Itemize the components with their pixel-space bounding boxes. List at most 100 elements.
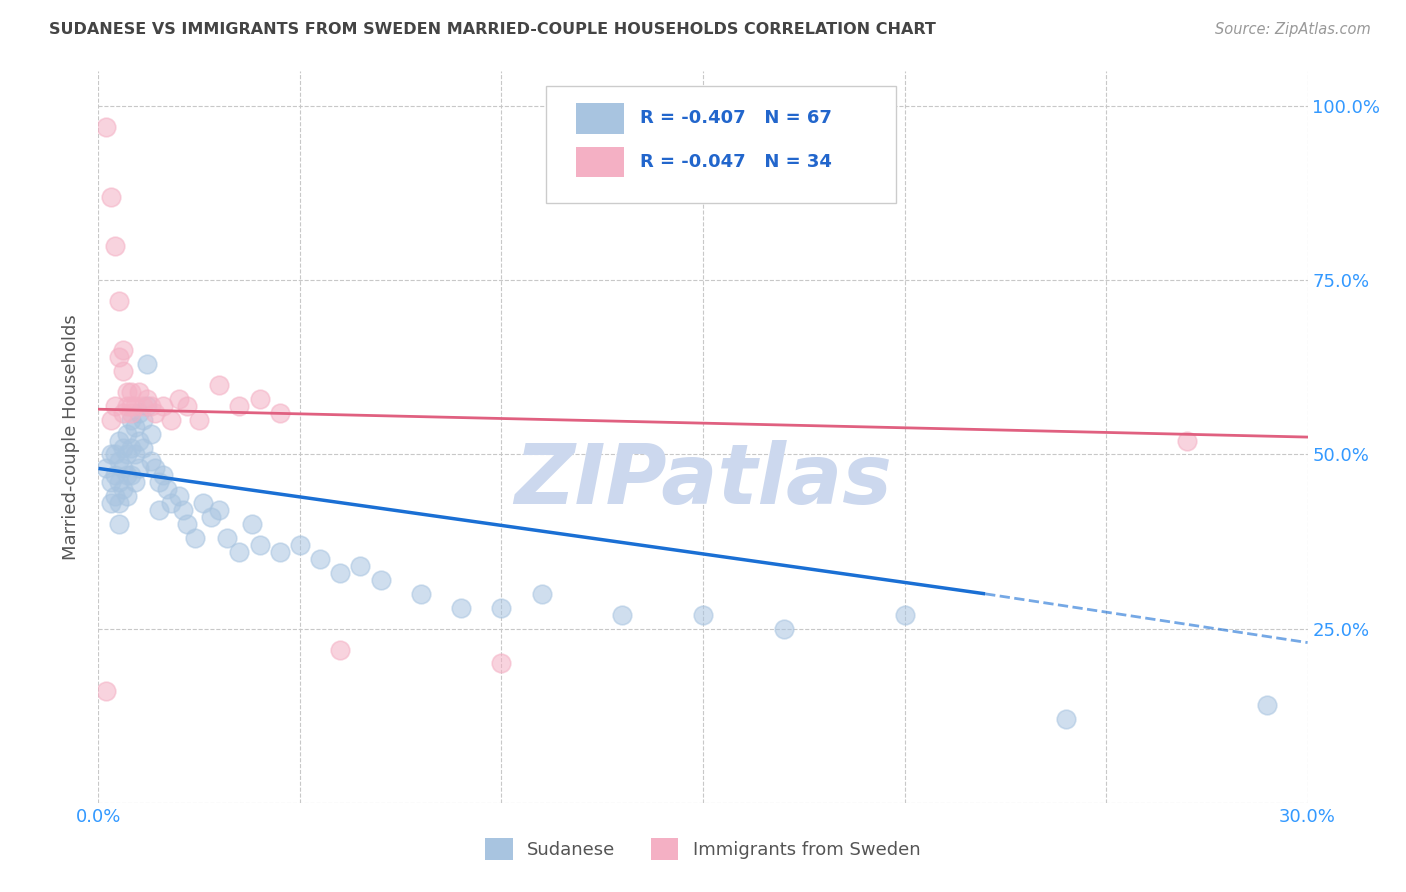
Legend: Sudanese, Immigrants from Sweden: Sudanese, Immigrants from Sweden	[478, 830, 928, 867]
Text: Source: ZipAtlas.com: Source: ZipAtlas.com	[1215, 22, 1371, 37]
Point	[228, 399, 250, 413]
Point	[139, 399, 162, 413]
Point	[120, 441, 142, 455]
Point	[128, 461, 150, 475]
Point	[217, 531, 239, 545]
Point	[184, 531, 207, 545]
Point	[111, 483, 134, 497]
Point	[269, 406, 291, 420]
Point	[103, 489, 125, 503]
Point	[115, 426, 138, 441]
Point	[143, 461, 166, 475]
Y-axis label: Married-couple Households: Married-couple Households	[62, 314, 80, 560]
Point	[409, 587, 432, 601]
Point	[100, 448, 122, 462]
Point	[139, 454, 162, 468]
Point	[111, 343, 134, 357]
Point	[132, 441, 155, 455]
Point	[107, 350, 129, 364]
Point	[329, 642, 352, 657]
Point	[200, 510, 222, 524]
Point	[309, 552, 332, 566]
Text: R = -0.047   N = 34: R = -0.047 N = 34	[640, 153, 832, 171]
Point	[208, 377, 231, 392]
Point	[103, 399, 125, 413]
Point	[249, 538, 271, 552]
Point	[152, 399, 174, 413]
Point	[128, 384, 150, 399]
Point	[188, 412, 211, 426]
Point	[176, 517, 198, 532]
Point	[135, 399, 157, 413]
Point	[240, 517, 263, 532]
Point	[132, 412, 155, 426]
Point	[491, 657, 513, 671]
Point	[120, 412, 142, 426]
Point	[148, 475, 170, 490]
Point	[96, 684, 118, 698]
Point	[288, 538, 311, 552]
Point	[893, 607, 915, 622]
Point	[491, 600, 513, 615]
Point	[115, 399, 138, 413]
Point	[132, 399, 155, 413]
Point	[176, 399, 198, 413]
Point	[100, 475, 122, 490]
Point	[249, 392, 271, 406]
Point	[139, 426, 162, 441]
Point	[160, 496, 183, 510]
Point	[692, 607, 714, 622]
Point	[115, 384, 138, 399]
Point	[329, 566, 352, 580]
Point	[1054, 712, 1077, 726]
Point	[96, 461, 118, 475]
Point	[530, 587, 553, 601]
Point	[100, 412, 122, 426]
FancyBboxPatch shape	[576, 146, 624, 178]
Point	[120, 468, 142, 483]
Point	[135, 392, 157, 406]
Point	[124, 448, 146, 462]
Point	[172, 503, 194, 517]
Point	[103, 448, 125, 462]
Point	[228, 545, 250, 559]
Text: SUDANESE VS IMMIGRANTS FROM SWEDEN MARRIED-COUPLE HOUSEHOLDS CORRELATION CHART: SUDANESE VS IMMIGRANTS FROM SWEDEN MARRI…	[49, 22, 936, 37]
Text: R = -0.407   N = 67: R = -0.407 N = 67	[640, 109, 832, 128]
FancyBboxPatch shape	[576, 103, 624, 134]
Point	[193, 496, 215, 510]
Point	[167, 489, 190, 503]
Point	[107, 496, 129, 510]
Point	[128, 406, 150, 420]
Point	[349, 558, 371, 573]
Point	[152, 468, 174, 483]
Point	[143, 406, 166, 420]
Point	[111, 364, 134, 378]
Point	[124, 419, 146, 434]
Point	[103, 238, 125, 252]
Point	[115, 489, 138, 503]
Point	[111, 461, 134, 475]
Point	[120, 399, 142, 413]
Point	[107, 517, 129, 532]
Point	[128, 434, 150, 448]
Point	[450, 600, 472, 615]
Point	[135, 357, 157, 371]
Point	[124, 475, 146, 490]
Point	[612, 607, 634, 622]
Point	[269, 545, 291, 559]
Point	[103, 468, 125, 483]
FancyBboxPatch shape	[546, 86, 897, 203]
Point	[208, 503, 231, 517]
Point	[115, 468, 138, 483]
Point	[107, 294, 129, 309]
Point	[160, 412, 183, 426]
Point	[124, 399, 146, 413]
Point	[107, 454, 129, 468]
Point	[107, 434, 129, 448]
Point	[96, 120, 118, 134]
Point	[100, 190, 122, 204]
Point	[111, 441, 134, 455]
Point	[1175, 434, 1198, 448]
Point	[107, 475, 129, 490]
Point	[115, 448, 138, 462]
